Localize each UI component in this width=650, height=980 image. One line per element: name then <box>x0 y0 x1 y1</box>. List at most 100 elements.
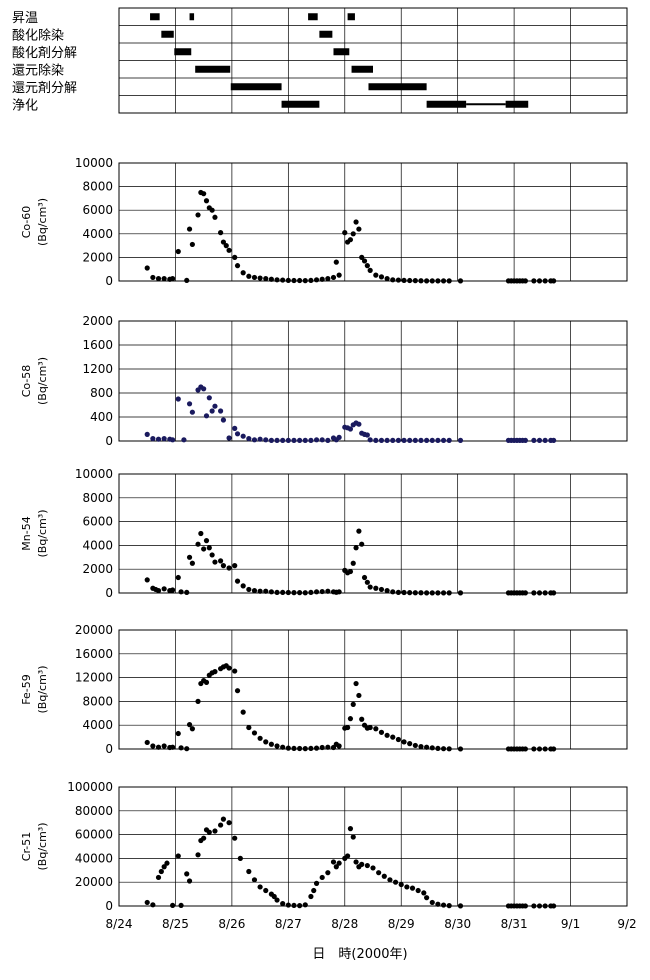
data-point <box>155 436 162 442</box>
data-point <box>161 864 167 870</box>
data-point <box>446 437 452 443</box>
data-point <box>345 724 351 731</box>
data-point <box>347 826 354 832</box>
data-point <box>164 860 170 866</box>
data-point <box>373 272 379 278</box>
data-point <box>285 277 291 284</box>
data-point <box>263 588 269 594</box>
data-point <box>263 739 269 745</box>
data-point <box>291 745 297 752</box>
data-point <box>178 745 184 751</box>
y-axis-label-nuclide: Co-60 <box>20 206 33 239</box>
data-point <box>313 745 320 751</box>
data-point <box>367 584 373 590</box>
data-point <box>415 887 421 894</box>
data-point <box>353 859 359 865</box>
data-point <box>330 274 337 281</box>
data-point <box>384 276 390 282</box>
data-point <box>175 574 181 581</box>
data-point <box>234 688 241 694</box>
y-tick-label: 10000 <box>75 467 113 481</box>
data-point <box>186 401 193 407</box>
data-point <box>195 852 201 858</box>
data-point <box>336 589 342 595</box>
data-point <box>263 437 269 443</box>
data-point <box>263 887 269 894</box>
data-point <box>367 267 373 273</box>
data-point <box>342 230 348 236</box>
y-tick-label: 8000 <box>82 694 113 708</box>
data-point <box>302 278 308 284</box>
data-point <box>274 589 280 596</box>
data-point <box>232 425 238 431</box>
data-point <box>268 276 274 282</box>
data-point <box>424 744 430 750</box>
data-point <box>412 590 418 596</box>
x-axis-label: 日 時(2000年) <box>312 947 407 962</box>
data-point <box>175 248 181 255</box>
data-point <box>359 254 365 260</box>
data-point <box>407 277 413 284</box>
data-point <box>390 437 396 443</box>
y-tick-label: 800 <box>90 386 113 400</box>
data-point <box>212 828 218 834</box>
data-point <box>226 665 232 671</box>
timeline-segment-bar <box>150 13 160 21</box>
timeline-segment-bar <box>189 13 195 21</box>
data-point <box>263 276 269 282</box>
data-point <box>373 437 379 443</box>
y-axis-label-nuclide: Co-58 <box>20 365 33 398</box>
data-point <box>367 724 373 731</box>
data-point <box>435 745 441 752</box>
data-point <box>424 590 430 596</box>
data-point <box>359 861 365 867</box>
data-point <box>155 588 162 594</box>
data-point <box>226 565 232 571</box>
data-point <box>313 880 320 886</box>
data-point <box>246 868 252 875</box>
data-point <box>246 586 252 593</box>
data-point <box>251 588 258 594</box>
data-point <box>378 729 385 735</box>
y-tick-label: 1200 <box>82 362 113 376</box>
data-point <box>206 395 212 401</box>
data-point <box>291 277 297 284</box>
data-point <box>361 258 368 264</box>
plot-frame <box>118 162 628 282</box>
data-point <box>232 563 238 569</box>
data-point <box>150 274 156 281</box>
plot-frame <box>118 629 628 750</box>
data-point <box>356 692 362 699</box>
data-point <box>542 278 548 284</box>
data-point <box>218 822 224 828</box>
y-tick-label: 8000 <box>82 491 113 505</box>
data-point <box>297 745 303 752</box>
data-point <box>551 903 557 909</box>
data-point <box>429 590 435 596</box>
data-point <box>429 437 435 443</box>
y-tick-label: 4000 <box>82 718 113 732</box>
data-point <box>412 437 418 443</box>
data-point <box>161 743 167 749</box>
data-point <box>240 709 246 715</box>
y-axis-label-nuclide: Mn-54 <box>20 516 33 550</box>
data-point <box>319 744 325 751</box>
timeline-segment-bar <box>174 48 192 56</box>
data-point <box>271 893 277 900</box>
data-point <box>522 903 529 909</box>
data-point <box>387 877 393 883</box>
data-point <box>336 743 342 749</box>
y-tick-label: 40000 <box>75 851 113 865</box>
data-point <box>257 588 263 594</box>
y-tick-label: 12000 <box>75 671 113 685</box>
data-point <box>251 877 258 883</box>
data-point <box>418 590 424 596</box>
data-point <box>353 219 359 225</box>
data-point <box>384 437 390 443</box>
data-point <box>161 436 167 442</box>
data-point <box>285 745 291 751</box>
data-point <box>186 878 193 884</box>
data-point <box>551 590 557 596</box>
data-point <box>161 276 167 282</box>
